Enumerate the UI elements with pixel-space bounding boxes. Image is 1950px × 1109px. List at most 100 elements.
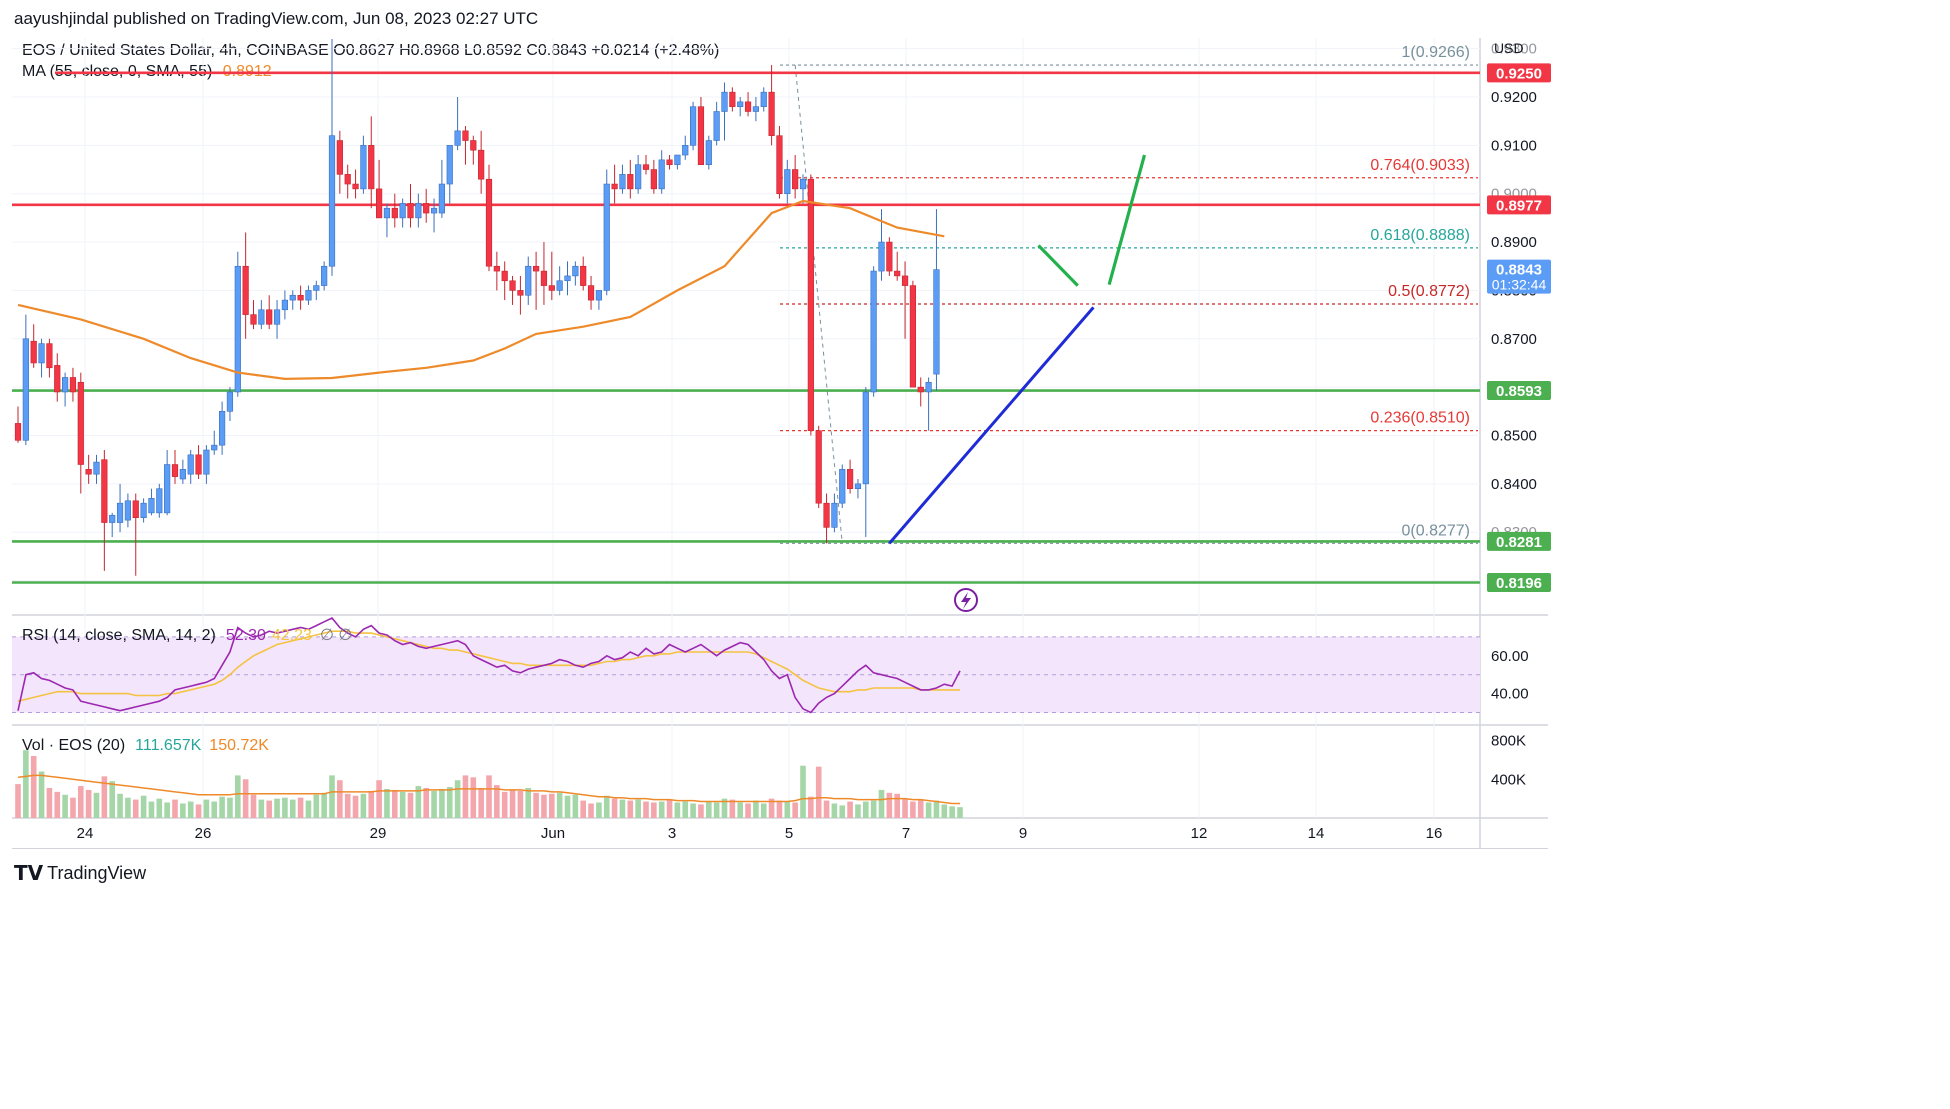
brand-logo: 𝗧𝗩 TradingView: [14, 861, 146, 886]
candle: [525, 256, 532, 305]
price-label-text: 0.8196: [1496, 575, 1542, 592]
candle-body: [580, 265, 587, 286]
candle-body: [407, 203, 414, 219]
volume-bar: [180, 803, 186, 818]
volume-bar: [54, 791, 61, 818]
candle-body: [572, 265, 579, 277]
candle: [250, 300, 257, 330]
candle-body: [760, 91, 767, 107]
price-label-text: 0.8281: [1496, 534, 1542, 551]
volume-bar: [337, 780, 343, 818]
brand-name: TradingView: [47, 863, 147, 883]
volume-bar: [815, 766, 822, 818]
volume-bar: [808, 796, 814, 818]
candle-body: [658, 159, 665, 190]
candle-body: [446, 145, 453, 185]
volume-bar: [368, 790, 375, 818]
candle: [438, 159, 446, 218]
candle: [164, 450, 171, 516]
candle-body: [77, 382, 84, 465]
volume-bar: [509, 789, 516, 818]
volume-bar: [313, 794, 320, 818]
candle: [179, 459, 186, 484]
candle-body: [839, 469, 846, 504]
price-label-tag: [1487, 531, 1551, 551]
candle: [580, 256, 587, 291]
candle: [807, 174, 814, 436]
volume-legend-value: 111.657K: [135, 737, 201, 754]
candle: [446, 145, 453, 204]
volume-bar: [407, 792, 414, 818]
candle: [901, 261, 909, 339]
candle: [352, 169, 359, 199]
candle-body: [776, 135, 783, 195]
volume-bar: [297, 797, 304, 818]
candle-body: [344, 174, 351, 185]
volume-bar: [588, 803, 594, 818]
candle: [454, 96, 461, 151]
volume-bar: [384, 788, 390, 818]
price-label-tag: [1487, 195, 1551, 215]
volume-bar: [745, 803, 751, 818]
candle: [360, 135, 367, 194]
volume-bar: [46, 787, 53, 818]
volume-tick-label: 800K: [1491, 733, 1526, 750]
candle-body: [140, 502, 147, 519]
volume-bar: [282, 797, 288, 818]
volume-bar: [839, 805, 846, 818]
candle-body: [784, 169, 791, 195]
candle: [854, 479, 862, 499]
x-tick-label: 12: [1191, 825, 1208, 842]
candle: [587, 275, 595, 310]
candle: [886, 237, 893, 276]
candle-body: [368, 145, 375, 190]
volume-bar: [478, 787, 484, 818]
candle-body: [878, 241, 885, 272]
candle-body: [540, 270, 548, 286]
candle-body: [321, 265, 328, 286]
x-tick-label: 7: [902, 825, 910, 842]
candle-body: [352, 183, 359, 190]
x-tick-label: 29: [370, 825, 387, 842]
candle: [171, 450, 179, 484]
candle: [140, 498, 147, 523]
candle: [611, 164, 618, 204]
volume-bar: [352, 795, 359, 818]
candle-body: [101, 459, 108, 523]
fib-level-label: 0.764(0.9033): [1370, 157, 1470, 174]
currency-label: USD: [1494, 40, 1524, 56]
volume-bar: [556, 792, 563, 818]
candle-body: [713, 111, 720, 141]
candle: [721, 82, 728, 141]
candle: [925, 377, 932, 431]
candle-body: [744, 101, 752, 112]
candle: [407, 184, 414, 228]
volume-bar: [525, 787, 532, 818]
symbol-header: EOS / United States Dollar, 4h, COINBASE…: [22, 42, 720, 59]
volume-bar: [164, 802, 170, 818]
candle: [705, 135, 712, 170]
volume-bar: [651, 802, 657, 818]
candle: [697, 96, 705, 165]
candle: [501, 261, 508, 301]
candle: [368, 116, 375, 209]
candle: [870, 266, 877, 397]
candle-body: [501, 270, 508, 282]
candle-body: [807, 178, 814, 431]
volume-bar: [635, 799, 641, 818]
volume-bar: [172, 799, 178, 818]
volume-bar: [517, 790, 524, 818]
y-tick-label: 0.9300: [1491, 41, 1537, 58]
candle: [509, 275, 516, 305]
candle-body: [164, 464, 171, 514]
volume-legend-label: Vol · EOS (20): [22, 737, 125, 754]
candle: [799, 174, 807, 204]
rsi-legend-label: RSI (14, close, SMA, 14, 2): [22, 627, 216, 644]
volume-bar: [85, 789, 92, 818]
candle-body: [430, 207, 438, 214]
candle-body: [116, 502, 124, 523]
candle-body: [203, 449, 210, 475]
volume-bar: [917, 799, 924, 818]
volume-bar: [541, 794, 547, 818]
